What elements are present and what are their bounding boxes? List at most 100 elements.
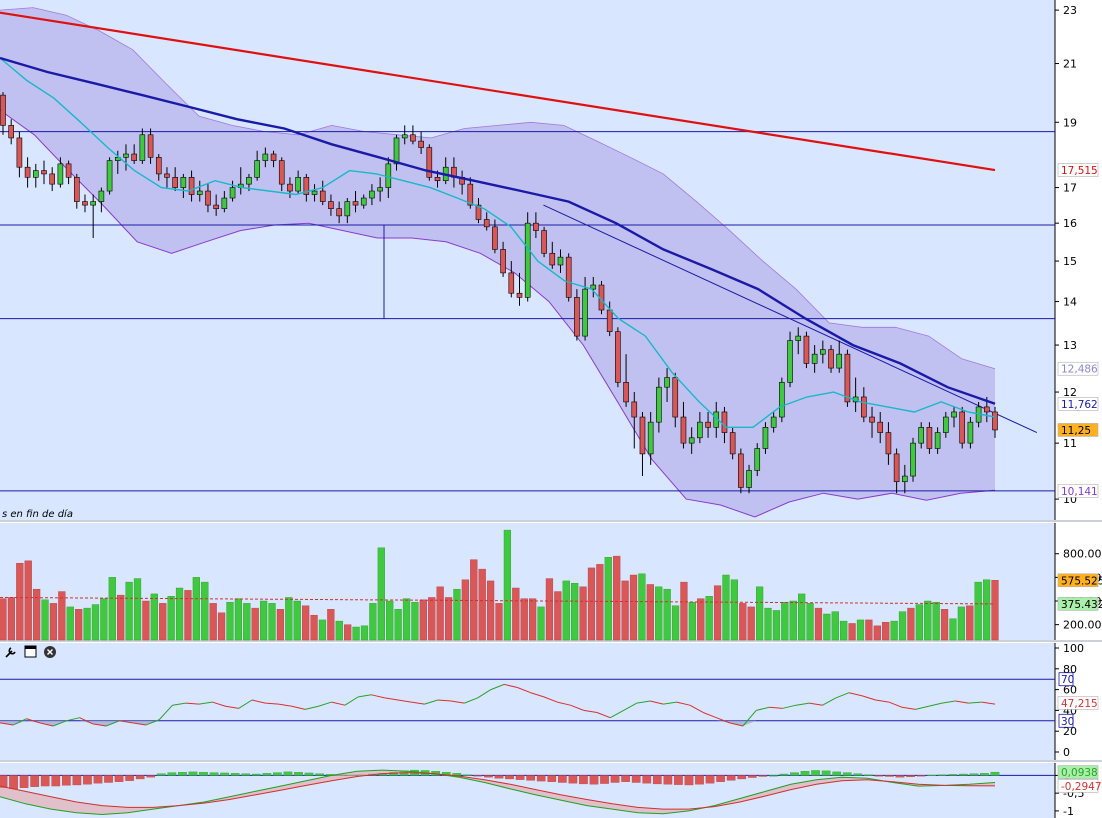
candle — [984, 406, 990, 413]
volume-bar — [520, 598, 528, 641]
macd-histogram-bar — [199, 772, 208, 776]
macd-histogram-bar — [104, 775, 113, 783]
volume-bar — [882, 622, 890, 641]
volume-bar — [890, 620, 898, 641]
rsi-line-segment — [676, 701, 690, 706]
volume-bar — [966, 605, 974, 641]
macd-histogram-bar — [72, 775, 82, 786]
macd-histogram-bar — [156, 773, 166, 776]
volume-bar — [293, 600, 301, 641]
volume-value-label: 575.525 — [1061, 575, 1102, 587]
volume-bar — [495, 603, 503, 641]
candle — [574, 297, 580, 337]
candle — [492, 226, 498, 250]
volume-bar — [159, 603, 167, 641]
volume-bar — [226, 601, 234, 641]
volume-bar — [697, 598, 705, 641]
volume-bar — [554, 591, 562, 641]
rsi-line-segment — [132, 722, 147, 726]
candle — [147, 134, 154, 158]
macd-signal-fill — [0, 770, 995, 815]
rsi-line-segment — [928, 702, 943, 707]
volume-bar — [512, 587, 520, 641]
volume-bar — [789, 600, 797, 641]
volume-average-line — [0, 596, 996, 605]
rsi-line-segment — [742, 710, 757, 727]
volume-bar — [848, 623, 856, 641]
macd-histogram-bar — [652, 775, 662, 785]
rsi-level-badge: 70 — [1061, 674, 1074, 686]
volume-bar — [16, 562, 24, 641]
volume-bar — [318, 619, 327, 641]
candle — [951, 411, 957, 418]
candle — [754, 448, 761, 471]
volume-bar — [537, 606, 545, 641]
candle — [123, 153, 129, 158]
candle — [328, 201, 334, 209]
indicator-toolbar — [5, 645, 56, 658]
price-tick-label: 17 — [1063, 182, 1077, 195]
volume-bar — [646, 584, 654, 641]
macd-histogram-bar — [906, 775, 915, 777]
macd-histogram-bar — [473, 775, 483, 777]
macd-histogram-bar — [515, 775, 525, 780]
volume-bar — [49, 603, 58, 641]
macd-histogram-bar — [536, 775, 546, 782]
volume-bar — [579, 586, 587, 641]
rsi-level-badge-box — [1058, 672, 1074, 687]
candle — [869, 416, 875, 423]
volume-bar — [285, 597, 293, 641]
rsi-line-segment — [875, 699, 889, 703]
macd-histogram-bar — [842, 772, 852, 776]
candle — [393, 137, 400, 165]
wrench-icon[interactable] — [5, 647, 16, 658]
candle — [524, 222, 531, 298]
macd-histogram-bar — [209, 772, 219, 776]
rsi-line-segment — [729, 722, 744, 727]
macd-histogram-bar — [51, 775, 61, 787]
rsi-line-segment — [702, 712, 717, 719]
window-icon[interactable] — [24, 645, 37, 658]
rsi-line-segment — [450, 700, 465, 704]
rsi-line-segment — [981, 701, 996, 705]
candle — [770, 416, 777, 428]
macd-histogram-bar — [726, 775, 736, 781]
rsi-line-segment — [198, 701, 213, 705]
volume-bar — [823, 613, 831, 641]
candle — [615, 331, 621, 383]
candle — [811, 353, 818, 364]
rsi-line-segment — [941, 700, 956, 704]
rsi-value-label: 47,215 — [1061, 698, 1098, 710]
macd-histogram-bar — [494, 775, 504, 779]
volume-bar — [478, 568, 486, 641]
volume-bar — [991, 580, 999, 641]
volume-bar — [461, 579, 469, 641]
candle — [246, 177, 252, 185]
macd-histogram-bar — [832, 771, 842, 776]
rsi-line-segment — [92, 723, 107, 727]
macd-histogram-bar — [600, 775, 609, 784]
volume-bar — [352, 626, 360, 641]
volume-bar — [41, 599, 49, 641]
macd-signal-line — [0, 772, 996, 810]
close-icon[interactable] — [44, 646, 56, 658]
volume-bar — [428, 597, 436, 641]
rsi-line-segment — [835, 692, 850, 699]
rsi-tick-label: 0 — [1063, 746, 1070, 759]
candle — [32, 170, 39, 178]
volume-bar — [201, 581, 209, 641]
volume-bar — [629, 574, 638, 641]
trendline[interactable] — [543, 204, 1038, 434]
volume-bar — [898, 611, 907, 641]
candle — [254, 160, 260, 178]
price-tick-label: 13 — [1063, 339, 1077, 352]
volume-bar — [705, 596, 713, 641]
volume-bar — [167, 596, 175, 641]
volume-bar — [175, 587, 184, 641]
macd-histogram-bar — [526, 775, 535, 781]
volume-bar — [369, 603, 377, 641]
candle — [434, 177, 441, 182]
rsi-line-segment — [570, 704, 584, 711]
candle — [738, 453, 744, 488]
volume-bar — [217, 612, 226, 641]
